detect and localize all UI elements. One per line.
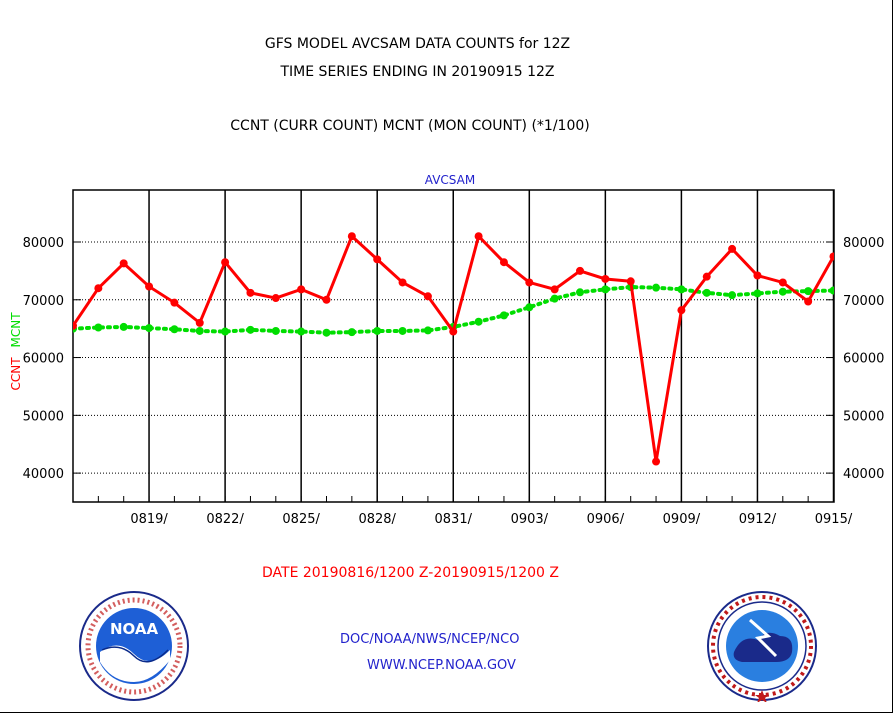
grid-lines bbox=[73, 190, 835, 502]
x-tick-label: 0819/ bbox=[130, 512, 168, 527]
data-point-ccnt bbox=[576, 266, 584, 275]
data-point-ccnt bbox=[753, 271, 762, 280]
y-axis-label-mcnt: MCNT bbox=[9, 312, 23, 348]
data-point-mcnt bbox=[271, 326, 280, 335]
data-point-ccnt bbox=[626, 277, 635, 286]
data-point-mcnt bbox=[804, 287, 813, 296]
data-point-mcnt bbox=[601, 285, 610, 294]
y-tick-label-right: 80000 bbox=[843, 236, 884, 251]
data-point-mcnt bbox=[347, 328, 356, 337]
data-point-mcnt bbox=[221, 327, 230, 336]
x-tick-label: 0915/ bbox=[815, 512, 853, 527]
date-range-label: DATE 20190816/1200 Z-20190915/1200 Z bbox=[262, 565, 559, 581]
data-point-ccnt bbox=[73, 321, 77, 330]
data-point-mcnt bbox=[195, 326, 204, 335]
data-point-ccnt bbox=[728, 244, 737, 253]
data-point-ccnt bbox=[170, 298, 179, 307]
noaa-logo-text: NOAA bbox=[110, 620, 159, 638]
data-point-mcnt bbox=[423, 326, 432, 335]
data-point-ccnt bbox=[423, 292, 432, 301]
data-point-ccnt bbox=[347, 232, 356, 241]
panel-label: AVCSAM bbox=[425, 173, 475, 187]
credit-url: WWW.NCEP.NOAA.GOV bbox=[367, 658, 516, 673]
data-point-ccnt bbox=[550, 285, 559, 294]
axis-labels: 40000 40000 50000 50000 60000 60000 70000 70000… bbox=[9, 173, 884, 527]
data-point-ccnt bbox=[449, 327, 458, 336]
data-point-ccnt bbox=[94, 284, 103, 293]
data-point-mcnt bbox=[398, 326, 407, 335]
axes bbox=[72, 189, 835, 503]
data-point-mcnt bbox=[474, 317, 483, 326]
y-tick-label-right: 70000 bbox=[843, 294, 884, 309]
y-tick-label-right: 60000 bbox=[843, 352, 884, 367]
x-tick-label: 0828/ bbox=[358, 512, 396, 527]
credit-line-1: DOC/NOAA/NWS/NCEP/NCO bbox=[340, 632, 520, 647]
data-point-mcnt bbox=[119, 322, 128, 331]
x-tick-label: 0831/ bbox=[435, 512, 473, 527]
series-lines bbox=[73, 232, 834, 466]
data-point-mcnt bbox=[297, 327, 306, 336]
data-point-mcnt bbox=[94, 323, 103, 332]
data-point-mcnt bbox=[652, 283, 661, 292]
data-point-mcnt bbox=[525, 303, 534, 312]
x-tick-label: 0912/ bbox=[739, 512, 777, 527]
data-point-ccnt bbox=[322, 295, 331, 304]
nws-logo-icon bbox=[707, 591, 817, 702]
data-point-ccnt bbox=[246, 288, 255, 297]
x-tick-label: 0903/ bbox=[511, 512, 549, 527]
x-tick-label: 0822/ bbox=[206, 512, 244, 527]
y-tick-label: 40000 bbox=[23, 467, 64, 482]
y-tick-label: 60000 bbox=[23, 352, 64, 367]
x-tick-label: 0906/ bbox=[587, 512, 625, 527]
data-point-mcnt bbox=[778, 287, 787, 296]
chart-subtitle: CCNT (CURR COUNT) MCNT (MON COUNT) (*1/1… bbox=[230, 118, 590, 134]
data-point-ccnt bbox=[778, 278, 787, 287]
data-point-ccnt bbox=[195, 318, 204, 327]
chart-title-line2: TIME SERIES ENDING IN 20190915 12Z bbox=[280, 64, 555, 80]
data-point-ccnt bbox=[398, 278, 407, 287]
data-point-mcnt bbox=[246, 325, 255, 334]
data-point-mcnt bbox=[322, 328, 331, 337]
data-point-ccnt bbox=[829, 252, 834, 261]
data-point-ccnt bbox=[474, 232, 483, 241]
data-point-ccnt bbox=[499, 258, 508, 267]
data-point-mcnt bbox=[373, 326, 382, 335]
data-point-mcnt bbox=[753, 289, 762, 298]
data-point-ccnt bbox=[271, 294, 280, 303]
data-point-mcnt bbox=[829, 286, 834, 295]
x-tick-label: 0909/ bbox=[663, 512, 701, 527]
y-tick-label: 70000 bbox=[23, 294, 64, 309]
data-point-ccnt bbox=[702, 272, 711, 281]
data-point-mcnt bbox=[728, 291, 737, 300]
data-point-mcnt bbox=[702, 288, 711, 297]
x-tick-label: 0825/ bbox=[282, 512, 320, 527]
data-point-mcnt bbox=[145, 324, 154, 333]
data-point-mcnt bbox=[677, 285, 686, 294]
data-point-ccnt bbox=[119, 259, 128, 268]
data-point-ccnt bbox=[373, 255, 382, 264]
data-point-ccnt bbox=[601, 274, 610, 283]
data-point-ccnt bbox=[652, 457, 661, 466]
noaa-logo-icon: NOAA bbox=[79, 591, 189, 701]
y-axis-label-ccnt: CCNT bbox=[9, 357, 23, 391]
y-tick-label-right: 50000 bbox=[843, 409, 884, 424]
data-point-ccnt bbox=[677, 306, 686, 315]
data-point-ccnt bbox=[221, 258, 230, 267]
data-point-mcnt bbox=[170, 325, 179, 334]
y-tick-label: 80000 bbox=[23, 236, 64, 251]
data-point-mcnt bbox=[576, 288, 584, 297]
data-point-ccnt bbox=[145, 282, 154, 291]
data-point-mcnt bbox=[499, 311, 508, 320]
chart-title-line1: GFS MODEL AVCSAM DATA COUNTS for 12Z bbox=[264, 36, 571, 52]
y-tick-label: 50000 bbox=[23, 409, 64, 424]
data-point-ccnt bbox=[525, 278, 534, 287]
data-point-ccnt bbox=[297, 285, 306, 294]
y-tick-label-right: 40000 bbox=[843, 467, 884, 482]
data-point-ccnt bbox=[804, 297, 813, 306]
data-point-mcnt bbox=[550, 294, 559, 303]
